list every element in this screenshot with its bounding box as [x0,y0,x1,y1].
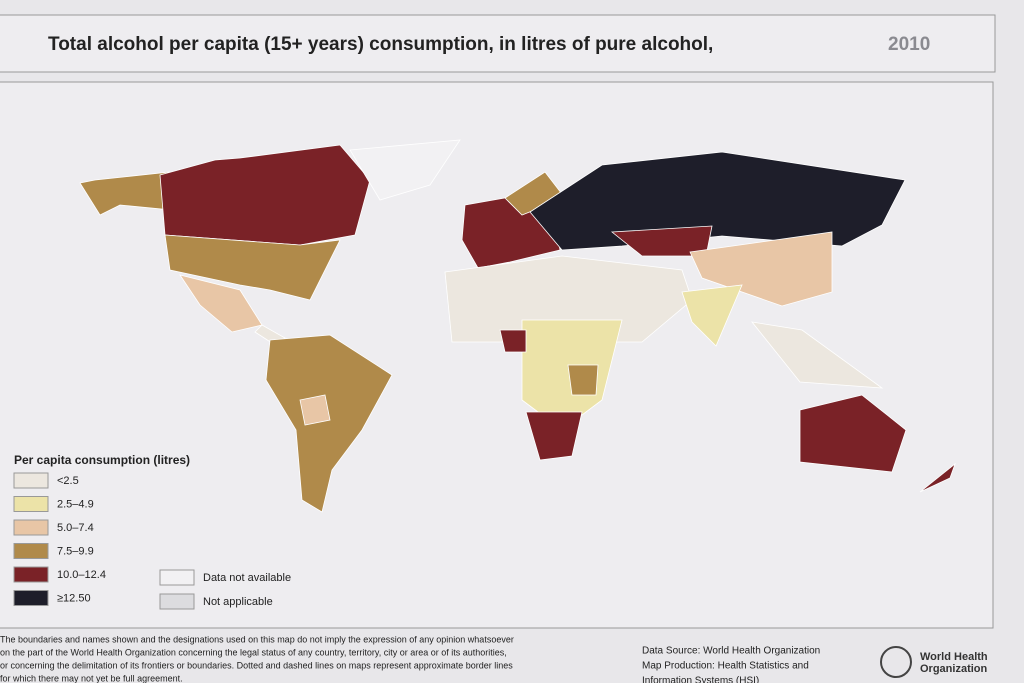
region [265,334,393,513]
legend-swatch [13,566,49,583]
source-line: Data Source: World Health Organization [642,646,820,657]
legend-label: <2.5 [57,475,79,487]
region [349,139,461,201]
legend-swatch [13,519,49,536]
region [919,462,956,493]
legend-label: 10.0–12.4 [57,569,106,581]
who-emblem [880,646,912,678]
legend: <2.5 2.5–4.9 5.0–7.4 7.5–9.9 10.0–12.4 ≥12.50… [13,472,291,610]
legend-swatch [13,496,49,512]
region [164,234,341,301]
disclaimer-line: The boundaries and names shown and the d… [0,634,514,644]
source-line: Map Production: Health Statistics and [642,661,809,672]
region [525,411,583,461]
legend-label: Not applicable [203,596,273,608]
legend-label: Data not available [203,572,291,584]
organization-name: World Health [920,651,988,663]
legend-title: Per capita consumption (litres) [14,453,190,467]
disclaimer-line: for which there may not yet be full agre… [0,673,183,683]
disclaimer-line: or concerning the delimitation of its fr… [0,660,513,670]
legend-label: 2.5–4.9 [57,498,94,510]
legend-label: 5.0–7.4 [57,522,94,534]
legend-swatch [159,569,195,586]
legend-swatch [13,543,49,559]
region [499,329,527,353]
legend-label: ≥12.50 [57,592,91,604]
region [681,284,743,347]
organization-name: Organization [920,663,988,675]
title: Total alcohol per capita (15+ years) con… [48,34,713,55]
world-map [79,139,956,513]
region [751,321,884,389]
footer: The boundaries and names shown and the d… [0,634,988,683]
region [179,274,263,333]
region [567,364,599,396]
legend-swatch [159,593,195,610]
title-box [0,14,996,73]
legend-label: 7.5–9.9 [57,545,94,557]
region [529,151,906,251]
region [799,394,907,473]
disclaimer-line: on the part of the World Health Organiza… [0,647,507,657]
legend-swatch [13,590,49,606]
title-year: 2010 [888,34,930,55]
legend-swatch [13,472,49,489]
region [299,394,331,426]
region [689,231,833,307]
map-frame [0,81,994,629]
source-line: Information Systems (HSI) [642,676,759,683]
